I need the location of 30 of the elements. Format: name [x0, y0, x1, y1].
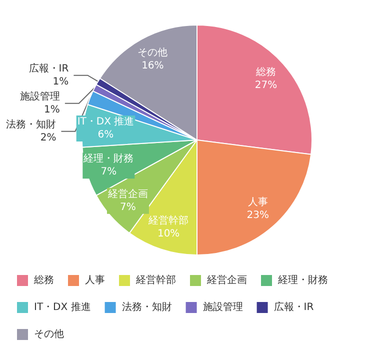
data-label: 10%: [157, 228, 180, 240]
slice-label: 経理・財務: [82, 152, 134, 165]
legend-label: その他: [34, 328, 64, 340]
legend-label: 経理・財務: [277, 274, 328, 286]
legend-label: IT・DX 推進: [34, 301, 91, 313]
legend-label: 経営幹部: [135, 274, 176, 286]
legend-label: 総務: [33, 274, 54, 286]
slice-label: 経営企画: [106, 188, 148, 200]
data-label: 27%: [254, 80, 278, 92]
slice-label: IT・DX 推進: [77, 115, 134, 128]
data-label: 1%: [44, 104, 60, 116]
legend-label: 法務・知財: [122, 301, 172, 313]
data-label: 6%: [98, 129, 114, 140]
slice-label: 施設管理: [20, 90, 60, 102]
data-label: 23%: [246, 210, 269, 222]
data-label: 16%: [142, 60, 164, 72]
slice-label: その他: [138, 46, 168, 58]
legend-label: 広報・IR: [274, 301, 314, 313]
data-label: 1%: [52, 76, 69, 88]
data-label: 7%: [100, 166, 117, 178]
slice-label: 広報・IR: [28, 62, 69, 74]
slice-label: 総務: [255, 66, 276, 78]
data-label: 7%: [120, 202, 136, 213]
data-label: 2%: [40, 132, 56, 144]
slice-label: 法務・知財: [6, 118, 56, 130]
slice-label: 経営幹部: [148, 214, 189, 226]
legend-label: 経営企画: [206, 274, 247, 286]
legend-label: 施設管理: [202, 301, 243, 313]
slice-label: 人事: [248, 196, 268, 208]
legend-label: 人事: [85, 274, 105, 286]
